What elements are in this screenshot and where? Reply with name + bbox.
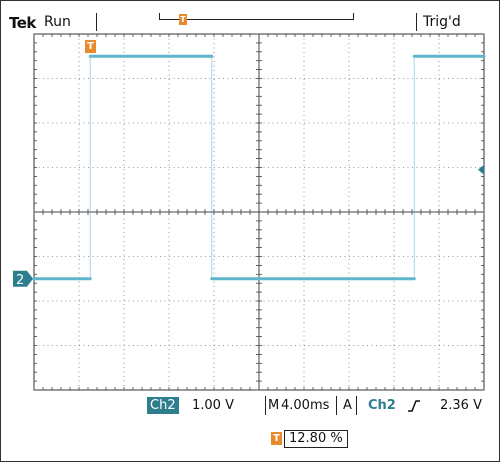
ground-marker-label: 2 <box>16 273 24 288</box>
readout-separator-2 <box>336 396 337 415</box>
timebase-value: 4.00ms <box>281 398 330 413</box>
record-bar-left-end <box>159 13 160 20</box>
brand-label: Tek <box>9 14 36 32</box>
readout-separator <box>265 396 266 415</box>
channel-ground-marker: 2 <box>13 270 33 288</box>
ground-marker-arrow <box>27 270 33 287</box>
trigger-position-icon: T <box>179 14 187 25</box>
readout-separator-3 <box>356 396 357 415</box>
trigger-level: 2.36 V <box>440 398 482 413</box>
rising-edge-icon <box>408 400 420 412</box>
trigger-source: Ch2 <box>368 398 396 413</box>
trigger-mode: A <box>343 398 352 413</box>
trigger-status: Trig'd <box>423 14 461 30</box>
ground-marker-badge <box>13 270 27 287</box>
status-separator-right <box>416 13 417 31</box>
waveform-trace <box>32 54 486 281</box>
trigger-offset-icon: T <box>271 432 282 445</box>
trigger-level-marker <box>478 164 484 175</box>
trigger-point-icon: T <box>85 40 96 53</box>
status-separator <box>96 13 97 31</box>
status-bar: Tek Run T Trig'd <box>0 0 500 34</box>
record-bar-line <box>159 19 354 20</box>
channel-label: Ch2 <box>147 397 179 414</box>
channel-scale: 1.00 V <box>192 398 234 413</box>
scope-markers: 2 <box>13 164 484 288</box>
timebase-prefix: M <box>268 398 280 413</box>
graticule <box>33 33 485 391</box>
record-position-bar <box>159 12 354 22</box>
acquisition-state: Run <box>44 14 71 30</box>
trigger-position-readout: 12.80 % <box>284 430 348 448</box>
record-bar-right-end <box>353 13 354 20</box>
